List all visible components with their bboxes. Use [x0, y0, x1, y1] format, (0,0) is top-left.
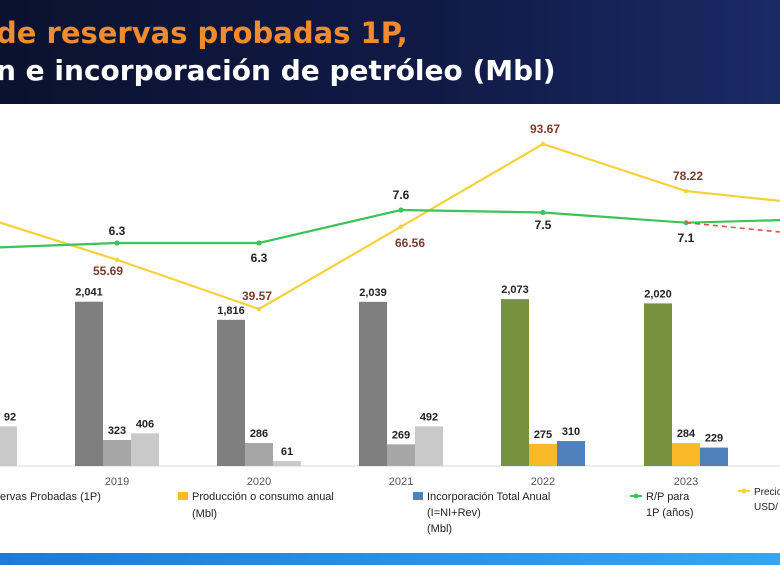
- title-line-1: de reservas probadas 1P,: [0, 16, 408, 50]
- bar-production-2020: [245, 442, 273, 466]
- bar-reserves-2022: [501, 299, 529, 466]
- x-tick-2023: 2023: [674, 476, 698, 488]
- price-label-2019: 55.69: [93, 264, 123, 278]
- bar-incorporation-2019: [131, 433, 159, 466]
- bar-label-reserves-2020: 1,816: [217, 305, 245, 317]
- rp-point-2019: [114, 240, 120, 246]
- bar-label-incorporation-2020: 61: [281, 446, 293, 458]
- bar-production-2023: [672, 443, 700, 466]
- bar-label-reserves-2023: 2,020: [644, 288, 672, 300]
- bar-production-2021: [387, 444, 415, 466]
- bar-label-incorporation-2021: 492: [420, 411, 438, 423]
- rp-label-2020: 6.3: [251, 251, 268, 265]
- bar-label-production-2019: 323: [108, 425, 126, 437]
- bar-incorporation-2018: [0, 426, 17, 466]
- legend-price-marker: [741, 488, 747, 494]
- bar-reserves-2021: [359, 301, 387, 466]
- bar-incorporation-2021: [415, 426, 443, 466]
- price-label-2022: 93.67: [530, 122, 560, 136]
- bar-incorporation-2022: [557, 441, 585, 466]
- legend-reserves-label: ervas Probadas (1P): [0, 491, 101, 503]
- legend-rp-marker: [633, 493, 639, 499]
- bar-label-reserves-2022: 2,073: [501, 284, 529, 296]
- price-label-2020: 39.57: [242, 289, 272, 303]
- title-line-2: n e incorporación de petróleo (Mbl): [0, 54, 556, 87]
- title-banner: de reservas probadas 1P, n e incorporaci…: [0, 0, 780, 104]
- price-point-2022: [540, 141, 546, 147]
- bar-production-2019: [103, 439, 131, 466]
- footer-bar: [0, 553, 780, 565]
- bar-label-production-2021: 269: [392, 429, 410, 441]
- price-point-2019: [114, 257, 120, 263]
- bar-incorporation-2020: [273, 461, 301, 466]
- bar-label-reserves-2021: 2,039: [359, 287, 387, 299]
- legend-incorporation-label-1: Incorporación Total Anual: [427, 491, 550, 503]
- rp-projection-dashed: [685, 221, 780, 233]
- price-point-2020: [256, 306, 262, 312]
- rp-label-2022: 7.5: [535, 218, 552, 232]
- legend-production-label-1: Producción o consumo anual: [192, 491, 334, 503]
- rp-label-2023: 7.1: [678, 231, 695, 245]
- price-label-2021: 66.56: [395, 236, 425, 250]
- rp-point-2022: [540, 209, 546, 216]
- rp-label-2021: 7.6: [393, 188, 410, 202]
- price-point-2023: [683, 188, 689, 194]
- rp-point-2021: [398, 207, 404, 213]
- bar-reserves-2023: [644, 303, 672, 466]
- x-tick-2019: 2019: [105, 476, 129, 488]
- x-tick-2020: 2020: [247, 476, 271, 488]
- rp-label-2019: 6.3: [109, 224, 126, 238]
- bar-label-production-2022: 275: [534, 429, 552, 441]
- legend-incorporation-label-3: (Mbl): [427, 523, 452, 535]
- legend-production-label-2: (Mbl): [192, 508, 217, 520]
- legend-production-swatch: [178, 492, 188, 500]
- bar-label-incorporation-2018: 92: [4, 411, 16, 423]
- legend-incorporation-label-2: (I=NI+Rev): [427, 507, 481, 519]
- bar-incorporation-2023: [700, 447, 728, 466]
- bar-label-incorporation-2019: 406: [136, 418, 154, 430]
- legend-price-label-2: USD/: [754, 502, 778, 513]
- bar-reserves-2019: [75, 301, 103, 466]
- x-tick-2022: 2022: [531, 476, 555, 488]
- legend-rp-label-1: R/P para: [646, 491, 690, 503]
- price-label-2023: 78.22: [673, 169, 703, 183]
- rp-point-2020: [256, 240, 262, 246]
- bar-label-incorporation-2022: 310: [562, 426, 580, 438]
- bar-label-reserves-2019: 2,041: [75, 287, 103, 299]
- bar-reserves-2020: [217, 319, 245, 466]
- price-point-2021: [398, 224, 404, 229]
- legend-price-label-1: Precio: [754, 487, 780, 498]
- x-tick-2021: 2021: [389, 476, 413, 488]
- bar-label-production-2020: 286: [250, 428, 268, 440]
- bar-production-2022: [529, 443, 557, 466]
- legend-incorporation-swatch: [413, 492, 423, 500]
- bar-label-incorporation-2023: 229: [705, 433, 723, 445]
- bar-label-production-2023: 284: [677, 428, 696, 440]
- legend-rp-label-2: 1P (años): [646, 507, 694, 519]
